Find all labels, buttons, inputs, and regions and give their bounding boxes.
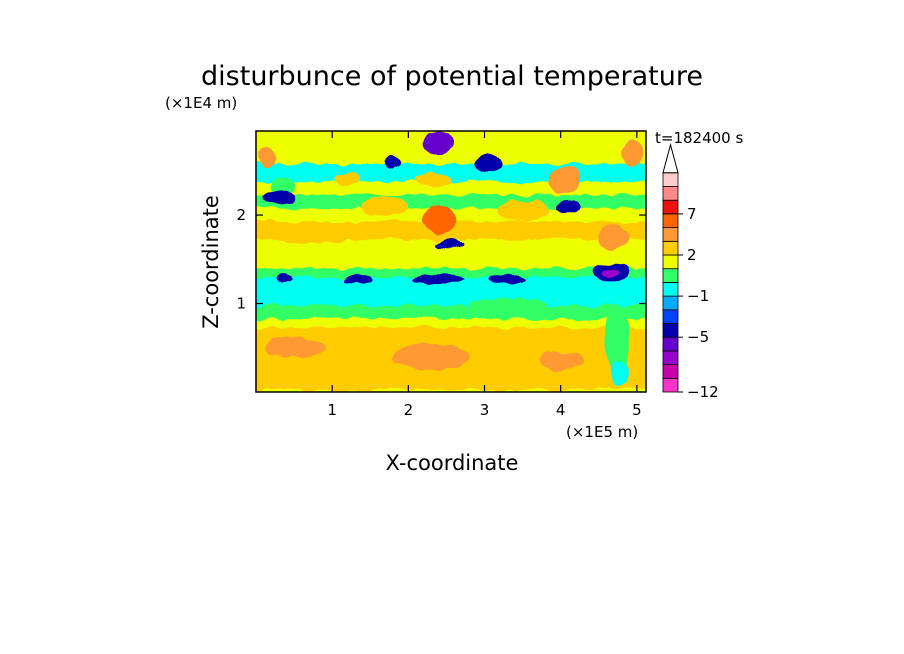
field-feature-14 — [436, 238, 464, 248]
field-feature-23 — [469, 298, 546, 309]
field-feature-26 — [537, 352, 584, 370]
x-axis-title: X-coordinate — [386, 451, 519, 475]
field-band-5 — [256, 283, 646, 306]
contour-field — [256, 131, 646, 392]
y-axis-title: Z-coordinate — [199, 195, 223, 329]
colorbar-label-1: −5 — [687, 328, 709, 346]
x-tick-label-3: 3 — [480, 401, 490, 419]
x-tick-label-1: 1 — [327, 401, 337, 419]
field-feature-19 — [412, 275, 466, 285]
field-feature-24 — [393, 343, 470, 370]
colorbar-swatch-2 — [662, 350, 679, 365]
field-feature-28 — [608, 361, 627, 388]
y-unit-label: (×1E4 m) — [165, 94, 237, 112]
colorbar-swatch-5 — [662, 309, 679, 324]
colorbar-swatch-15 — [662, 172, 679, 187]
colorbar-extend-arrow — [662, 142, 679, 174]
plot-frame — [255, 130, 647, 393]
colorbar-swatch-4 — [662, 323, 679, 338]
colorbar-swatch-13 — [662, 199, 679, 215]
x-tick-label-5: 5 — [632, 401, 642, 419]
y-axis: 12 — [236, 206, 646, 313]
field-feature-1 — [385, 154, 401, 170]
field-feature-13 — [258, 146, 277, 169]
x-unit-label: (×1E5 m) — [566, 423, 638, 441]
field-feature-10 — [549, 166, 580, 193]
colorbar-label-4: 7 — [687, 205, 697, 223]
x-tick-label-2: 2 — [404, 401, 414, 419]
colorbar-swatch-6 — [662, 295, 679, 311]
field-feature-4 — [415, 172, 455, 187]
field-feature-11 — [556, 200, 580, 213]
field-feature-27 — [606, 303, 630, 375]
colorbar-label-3: 2 — [687, 246, 697, 264]
field-feature-9 — [495, 200, 550, 222]
colorbar-swatch-12 — [662, 213, 679, 228]
field-feature-2 — [474, 154, 503, 173]
time-label: t=182400 s — [655, 129, 743, 147]
colorbar-label-0: −12 — [687, 383, 719, 401]
colorbar-swatch-9 — [662, 254, 679, 270]
colorbar-swatch-10 — [662, 240, 679, 256]
field-band-12 — [256, 190, 646, 209]
y-tick-label-1: 1 — [236, 295, 246, 313]
field-feature-8 — [419, 206, 458, 233]
colorbar-swatch-0 — [662, 377, 679, 393]
x-tick-label-4: 4 — [556, 401, 566, 419]
colorbar: −12−5−127 — [662, 142, 719, 401]
field-feature-7 — [362, 195, 409, 217]
colorbar-swatch-7 — [662, 281, 679, 297]
field-feature-15 — [275, 230, 352, 245]
field-band-4 — [256, 301, 646, 319]
field-feature-20 — [488, 275, 527, 285]
colorbar-swatch-3 — [662, 336, 679, 352]
field-feature-3 — [335, 172, 359, 187]
colorbar-swatch-11 — [662, 227, 679, 242]
chart-title: disturbunce of potential temperature — [201, 61, 703, 92]
x-axis: 1 2 3 4 5 — [327, 131, 642, 419]
field-feature-22 — [602, 268, 618, 277]
field-feature-17 — [273, 273, 292, 285]
colorbar-swatch-1 — [662, 364, 679, 379]
colorbar-swatch-14 — [662, 186, 679, 201]
colorbar-swatch-8 — [662, 268, 679, 283]
colorbar-label-2: −1 — [687, 287, 709, 305]
field-feature-12 — [621, 139, 645, 167]
field-feature-18 — [343, 275, 375, 285]
field-feature-16 — [598, 223, 630, 251]
field-feature-25 — [263, 337, 325, 359]
field-feature-0 — [423, 131, 455, 154]
y-tick-label-2: 2 — [236, 206, 246, 224]
field-feature-6 — [263, 190, 295, 205]
